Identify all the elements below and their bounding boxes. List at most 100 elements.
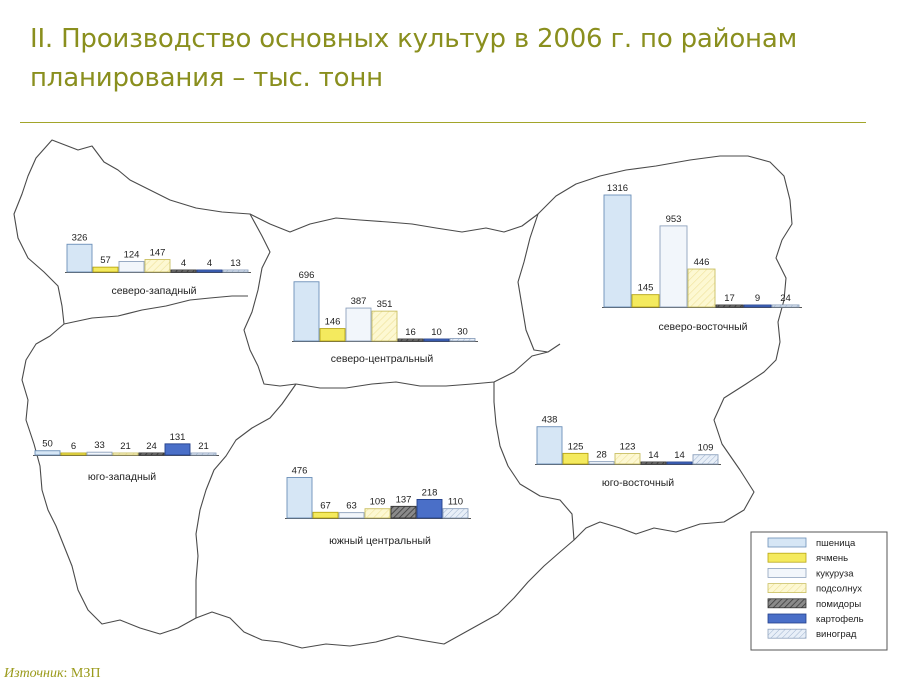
region-group: 438 125 28 123 14 14 109 юго-восточный [535, 415, 721, 489]
bar [319, 328, 346, 342]
data-label: 109 [370, 497, 386, 508]
bar [286, 477, 313, 519]
source-value: : МЗП [63, 666, 101, 681]
data-label: 9 [755, 293, 760, 304]
legend: пшеница ячмень кукуруза подсолнух помидоры ка… [750, 531, 888, 651]
bar [614, 453, 641, 465]
bar [449, 337, 476, 342]
data-label: 145 [638, 283, 654, 294]
data-label: 326 [72, 232, 88, 243]
region-group: 696 146 387 351 16 10 30 северо-центральный [292, 270, 478, 365]
legend-label: ячмень [816, 553, 848, 564]
data-label: 21 [198, 441, 209, 452]
data-label: 137 [396, 494, 412, 505]
data-label: 438 [542, 415, 558, 426]
data-label: 476 [292, 465, 308, 476]
region-label: юго-восточный [602, 477, 674, 489]
region-group: 1316 145 953 446 17 9 24 северо-восточный [602, 183, 802, 333]
source-note: Източник: МЗП [4, 666, 100, 682]
bar [423, 338, 450, 342]
bar [416, 498, 443, 519]
bar [390, 505, 417, 519]
data-label: 67 [320, 500, 331, 511]
bar [222, 269, 249, 273]
bar [196, 269, 223, 273]
legend-label: помидоры [816, 599, 861, 610]
source-label: Източник [4, 666, 64, 681]
bar [631, 294, 660, 308]
data-label: 351 [377, 299, 393, 310]
bar [692, 454, 719, 465]
data-label: 696 [299, 270, 315, 281]
bar [312, 511, 339, 519]
data-label: 24 [780, 293, 791, 304]
data-label: 6 [71, 441, 76, 452]
data-label: 953 [666, 214, 682, 225]
data-label: 63 [346, 501, 357, 512]
page-title: II. Производство основных культур в 2006… [30, 24, 798, 93]
bar [603, 194, 632, 308]
bar [60, 452, 87, 456]
legend-swatch [767, 613, 807, 624]
data-label: 10 [431, 327, 442, 338]
data-label: 109 [698, 443, 714, 454]
region-label: юго-западный [88, 471, 156, 483]
region-group: 326 57 124 147 4 4 13 северо-западный [65, 232, 251, 297]
bar [345, 307, 372, 342]
legend-label: подсолнух [816, 584, 862, 595]
data-label: 13 [230, 258, 241, 269]
data-label: 4 [207, 258, 212, 269]
bar [397, 338, 424, 342]
bar [86, 451, 113, 456]
data-label: 21 [120, 441, 131, 452]
legend-swatch [767, 583, 807, 593]
bar [743, 304, 772, 308]
data-label: 110 [448, 497, 463, 508]
bar [338, 512, 365, 519]
data-label: 124 [124, 249, 140, 260]
data-label: 30 [457, 326, 468, 337]
bar [138, 452, 165, 456]
map-outline [13, 139, 793, 649]
bar [442, 508, 469, 519]
data-label: 218 [422, 487, 438, 498]
bar [687, 268, 716, 308]
data-label: 146 [325, 317, 341, 328]
data-label: 446 [694, 257, 710, 268]
region-group: 50 6 33 21 24 131 21 юго-западный [33, 432, 219, 483]
bar [371, 310, 398, 342]
bar [34, 450, 61, 456]
bar [659, 225, 688, 308]
data-label: 125 [568, 441, 584, 452]
bar [190, 452, 217, 456]
bar [164, 443, 191, 456]
data-label: 4 [181, 258, 186, 269]
data-label: 24 [146, 441, 157, 452]
bar [170, 269, 197, 273]
data-label: 50 [42, 439, 53, 450]
bar [364, 508, 391, 519]
bar [118, 260, 145, 273]
data-label: 16 [405, 327, 416, 338]
legend-label: пшеница [816, 538, 856, 549]
bar [66, 243, 93, 273]
data-label: 17 [724, 293, 735, 304]
region-label: северо-восточный [658, 321, 747, 333]
legend-swatch [767, 568, 807, 578]
bar [771, 304, 800, 308]
bar [715, 304, 744, 308]
legend-label: картофель [816, 614, 864, 625]
legend-swatch [767, 552, 807, 563]
legend-swatch [767, 628, 807, 639]
data-label: 387 [351, 296, 367, 307]
legend-swatch [767, 537, 807, 548]
title-divider [20, 122, 866, 123]
data-label: 57 [100, 255, 111, 266]
bar [562, 452, 589, 465]
bar [144, 259, 171, 273]
bar [293, 281, 320, 342]
legend-label: кукуруза [816, 568, 854, 579]
region-label: северо-западный [111, 285, 196, 297]
